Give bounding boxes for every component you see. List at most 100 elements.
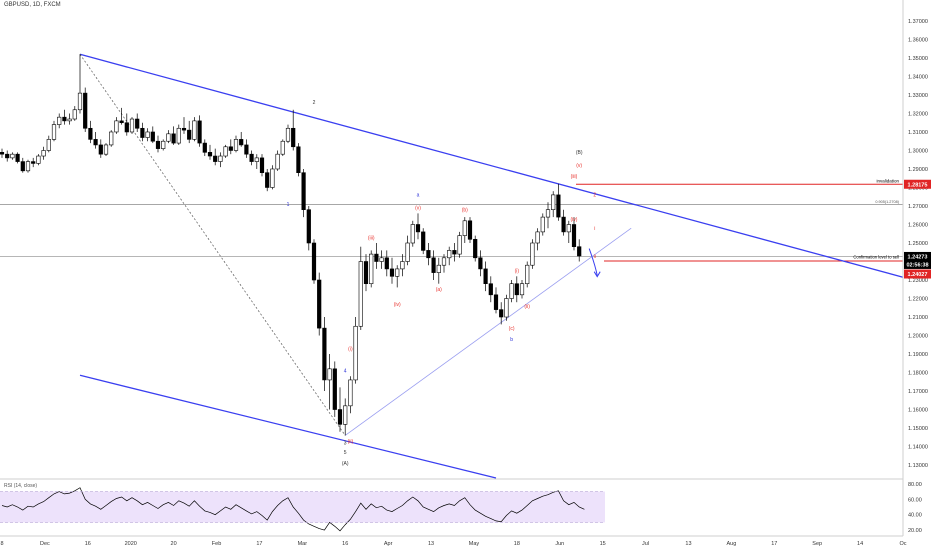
candle-body [452, 250, 457, 255]
candle-body [10, 153, 15, 159]
candle-body [473, 238, 478, 259]
price-tick-label: 1.22000 [908, 297, 928, 303]
candle-body [410, 224, 415, 244]
wave-label: 5 [344, 450, 347, 456]
candle-body [270, 168, 275, 188]
price-tick-label: 1.17000 [908, 389, 928, 395]
price-tick-label: 1.13000 [908, 463, 928, 469]
candle-body [301, 172, 306, 210]
candle-body [166, 133, 171, 142]
candle-body [519, 283, 525, 296]
candle-body [415, 224, 421, 233]
candle-body [483, 268, 488, 285]
candle-body [135, 118, 140, 129]
candle-body [540, 216, 545, 233]
candle-body [223, 146, 228, 157]
rsi-tick-label: 40.00 [908, 513, 922, 519]
wave-label: 4 [344, 369, 347, 375]
invalidation-badge: 1.28175 [908, 182, 928, 188]
price-tick-label: 1.27000 [908, 204, 928, 210]
projection-arrowhead [593, 271, 601, 278]
candle-body [197, 120, 202, 144]
invalidation-label: invalidation [876, 178, 899, 183]
price-tick-label: 1.16000 [908, 408, 928, 414]
candle-body [426, 250, 431, 259]
price-tick-label: 1.29000 [908, 167, 928, 173]
wave-label: (ii) [524, 304, 530, 310]
candle-body [327, 368, 332, 381]
candle-body [254, 157, 259, 162]
invalidation-badge-bg [904, 179, 931, 189]
dotted-diagonal [79, 54, 346, 436]
wave-label: 2 [313, 100, 316, 106]
candle-body [57, 116, 62, 125]
wave-label: (iii) [571, 174, 578, 180]
price-tick-label: 1.33000 [908, 93, 928, 99]
time-tick-label: 13 [428, 541, 434, 547]
candle-body [311, 242, 317, 281]
confirmation-badge: 1.24027 [908, 272, 928, 278]
confirmation-badge-bg [904, 269, 931, 279]
candle-body [556, 194, 561, 218]
candle-body [545, 209, 551, 218]
candle-body [296, 146, 301, 173]
candle-body [488, 283, 493, 296]
candle-body [62, 116, 67, 122]
candle-body [20, 161, 25, 172]
candle-body [285, 127, 291, 142]
candle-body [369, 253, 374, 285]
current-price-badge-bg [904, 251, 931, 261]
wave-label: (A) [342, 461, 349, 467]
candle-body [36, 155, 41, 164]
candle-body [171, 133, 176, 144]
wave-label: (iv) [571, 217, 578, 223]
time-tick-label: 15 [600, 541, 606, 547]
candle-body [192, 120, 197, 140]
wave-label: (c) [509, 326, 515, 332]
candle-body [145, 131, 150, 138]
price-tick-label: 1.26000 [908, 222, 928, 228]
time-tick-label: 8 [0, 541, 3, 547]
candle-body [181, 127, 187, 131]
wave-labels: 2 1 3 5 (A) 4 (i) (ii) (iii) (iv) (v) a (a) (b) (c) b (i… [287, 100, 900, 467]
candle-body [306, 209, 311, 244]
rsi-band [0, 491, 605, 523]
candle-body [395, 268, 400, 277]
candle-body [150, 131, 155, 142]
time-tick-label: Feb [212, 541, 221, 547]
time-tick-label: May [469, 541, 480, 547]
rising-trendline [344, 227, 632, 436]
candle-body [5, 153, 10, 159]
rsi-tick-label: 20.00 [908, 528, 922, 534]
candle-body [119, 120, 124, 124]
price-tick-label: 1.25000 [908, 241, 928, 247]
trend-lines [0, 53, 904, 479]
candle-body [213, 155, 218, 162]
candle-body [291, 127, 296, 148]
wave-label: b [510, 337, 513, 343]
time-tick-label: 20 [171, 541, 177, 547]
candle-body [51, 124, 57, 140]
wave-label: (i) [515, 269, 520, 275]
time-tick-label: Mar [298, 541, 308, 547]
time-tick-label: 13 [685, 541, 691, 547]
rsi-series-line [1, 487, 585, 532]
candle-body [577, 246, 582, 257]
candle-body [77, 92, 83, 111]
time-tick-label: Sep [812, 541, 822, 547]
current-price-badge: 1.24273 [908, 254, 928, 260]
candle-body [332, 368, 337, 410]
time-tick-label: Oc [899, 541, 906, 547]
candle-body [571, 224, 577, 248]
wave-label: (b) [462, 208, 468, 214]
price-tick-label: 1.34000 [908, 74, 928, 80]
candle-body [525, 264, 530, 285]
time-tick-label: 16 [342, 541, 348, 547]
candle-body [348, 379, 353, 407]
price-tick-label: 1.18000 [908, 371, 928, 377]
price-tick-label: 1.35000 [908, 56, 928, 62]
countdown-badge-bg [904, 259, 931, 269]
candle-body [155, 140, 161, 149]
